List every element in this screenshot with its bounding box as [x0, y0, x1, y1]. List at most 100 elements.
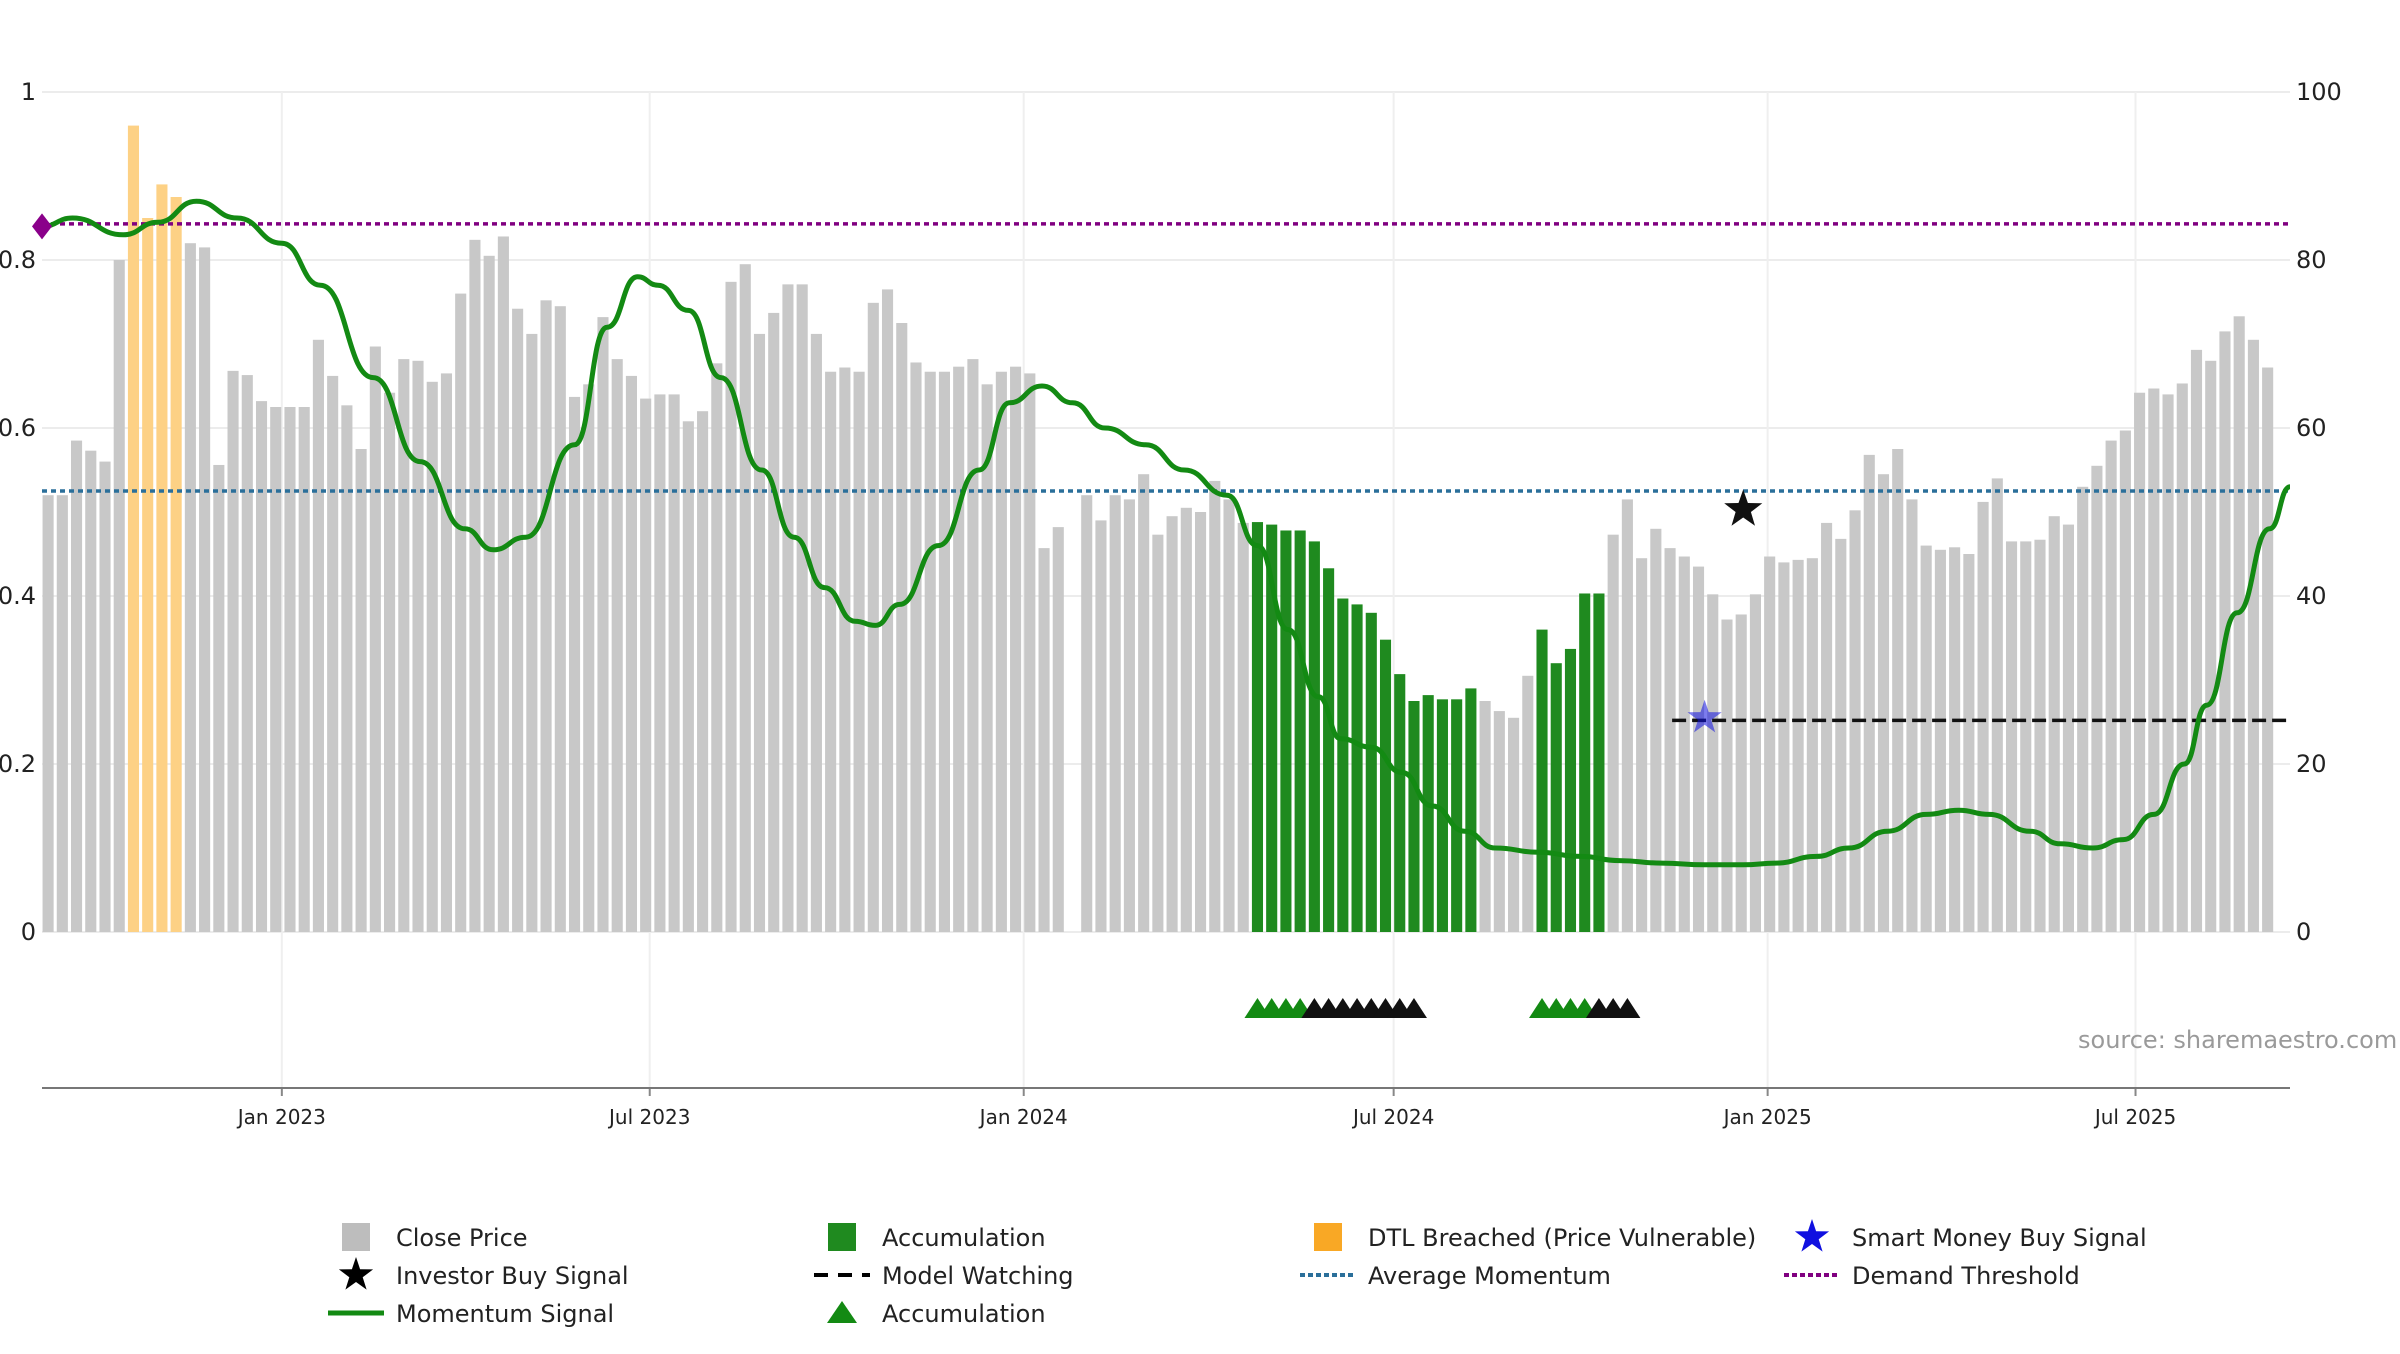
close-price-bar	[412, 360, 424, 932]
accumulation-bar	[1280, 530, 1292, 932]
close-price-bar	[654, 394, 666, 932]
close-price-bar	[1650, 528, 1662, 932]
legend-label: Accumulation	[882, 1224, 1046, 1252]
close-price-bar	[1636, 558, 1648, 932]
close-price-bar	[953, 366, 965, 932]
close-price-bar	[540, 300, 552, 932]
accumulation-bar	[1323, 568, 1335, 932]
legend-item: Accumulation	[827, 1300, 1046, 1328]
accumulation-bar	[1251, 522, 1264, 932]
close-price-bar	[42, 495, 54, 932]
close-price-bar	[2134, 392, 2146, 933]
legend-item: Average Momentum	[1300, 1262, 1611, 1290]
accumulation-bar	[1436, 699, 1448, 932]
close-price-bar	[398, 359, 410, 932]
accumulation-bar	[1550, 663, 1562, 932]
accumulation-bar	[1564, 648, 1577, 932]
close-price-bar	[2091, 465, 2103, 932]
accumulation-bar	[1465, 688, 1477, 932]
close-price-bar	[2233, 316, 2245, 932]
close-price-bar	[270, 407, 282, 932]
legend-item: Model Watching	[814, 1262, 1074, 1290]
legend-label: DTL Breached (Price Vulnerable)	[1368, 1224, 1756, 1252]
accumulation-bar	[1379, 639, 1392, 932]
momentum-signal-line	[41, 198, 2292, 868]
close-price-bar	[1977, 501, 1989, 932]
close-price-bar	[739, 264, 751, 932]
close-price-bar	[867, 302, 879, 933]
close-price-bar	[938, 371, 951, 933]
close-price-bar	[255, 401, 268, 932]
close-price-bar	[2205, 360, 2217, 932]
accumulation-bar	[1365, 612, 1377, 932]
close-price-bar	[384, 392, 396, 933]
close-price-bar	[782, 284, 794, 932]
close-price-bar	[597, 317, 609, 932]
close-price-bar	[2062, 524, 2075, 932]
close-price-bar	[768, 312, 780, 932]
close-price-bar	[682, 421, 694, 932]
close-price-bar	[1920, 545, 1932, 932]
legend-item: DTL Breached (Price Vulnerable)	[1314, 1223, 1756, 1252]
close-price-bar	[1692, 566, 1705, 932]
close-price-bar	[1949, 547, 1961, 932]
close-price-bar	[1806, 558, 1818, 932]
close-price-bar	[725, 281, 737, 933]
close-price-bar	[1707, 594, 1719, 932]
close-price-bar	[2247, 339, 2259, 932]
signal-markers	[32, 213, 1763, 1018]
legend-item: Accumulation	[828, 1223, 1046, 1252]
close-price-bar	[1792, 559, 1804, 932]
close-price-bar	[853, 371, 865, 933]
close-price-bar	[99, 461, 111, 932]
investor-buy-star	[1724, 489, 1763, 526]
close-price-bar	[1749, 594, 1761, 932]
close-price-bar	[1166, 516, 1178, 932]
accumulation-bar	[1266, 524, 1278, 932]
close-price-bar	[2148, 388, 2160, 932]
close-price-bar	[668, 394, 680, 932]
close-price-bar	[227, 370, 239, 932]
legend-triangle-icon	[827, 1301, 857, 1323]
close-price-bar	[1109, 495, 1121, 932]
close-price-bar	[2034, 539, 2046, 932]
watch-triangle	[1400, 998, 1427, 1018]
accumulation-bar	[1451, 699, 1463, 932]
close-price-bar	[327, 375, 339, 932]
legend-swatch	[342, 1223, 370, 1251]
close-price-bar	[1522, 675, 1534, 932]
right-axis-tick-label: 20	[2296, 750, 2327, 778]
dtl-breached-bar	[142, 218, 154, 932]
legend-label: Accumulation	[882, 1300, 1046, 1328]
dtl-breached-bar	[170, 197, 182, 932]
legend-label: Average Momentum	[1368, 1262, 1611, 1290]
legend-label: Momentum Signal	[396, 1300, 614, 1328]
legend-star-icon	[1794, 1219, 1830, 1252]
close-price-bar	[1877, 474, 1890, 932]
close-price-bar	[241, 375, 253, 933]
close-price-bar	[611, 359, 623, 932]
close-price-bar	[1735, 614, 1747, 932]
legend-star-icon	[338, 1257, 374, 1290]
indicator-lines	[41, 198, 2292, 868]
dtl-breached-bar	[127, 125, 140, 933]
close-price-bar	[1607, 534, 1619, 932]
close-price-bar	[2077, 486, 2089, 932]
close-price-bar	[85, 450, 97, 932]
x-axis-tick-label: Jul 2024	[1351, 1105, 1434, 1129]
left-axis-tick-label: 0.2	[0, 750, 36, 778]
close-price-bar	[924, 371, 936, 933]
close-price-bar	[1152, 534, 1164, 932]
source-label: source: sharemaestro.com	[2078, 1026, 2397, 1054]
close-price-bar	[796, 284, 808, 932]
close-price-bar	[910, 362, 922, 933]
legend-item: Demand Threshold	[1784, 1262, 2080, 1290]
accumulation-bar	[1408, 701, 1420, 932]
left-axis-tick-label: 0	[21, 918, 36, 946]
close-price-bar	[213, 464, 225, 932]
close-price-bar	[113, 260, 125, 932]
close-price-bar	[341, 405, 353, 932]
right-axis-tick-label: 100	[2296, 78, 2342, 106]
close-price-bar	[568, 396, 581, 932]
close-price-bar	[2005, 541, 2018, 932]
